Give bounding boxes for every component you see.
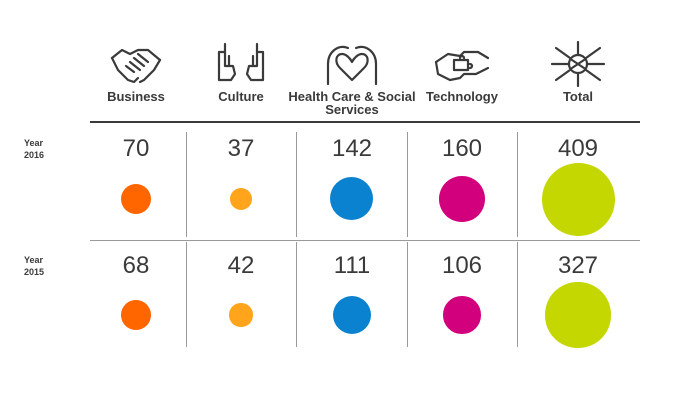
value-dot <box>120 183 152 215</box>
category-label: Culture <box>218 89 264 104</box>
value-label: 70 <box>122 135 150 162</box>
stacked-hands-icon <box>550 40 606 88</box>
value-label: 327 <box>557 252 599 279</box>
value-label: 409 <box>557 135 599 162</box>
row-label: Year 2015 <box>24 255 45 277</box>
row-label: Year 2016 <box>24 138 45 160</box>
column-separator <box>186 242 187 347</box>
header-rule <box>90 121 640 123</box>
hands-frame-icon <box>213 40 269 88</box>
value-dot <box>332 295 371 334</box>
value-label: 142 <box>331 135 373 162</box>
value-label: 160 <box>441 135 483 162</box>
category-label: Health Care & Social Services <box>288 89 416 117</box>
puzzle-hands-icon <box>434 40 490 88</box>
column-separator <box>296 242 297 347</box>
row-separator <box>90 240 640 241</box>
value-dot <box>545 282 611 348</box>
category-label: Technology <box>426 89 498 104</box>
value-dot <box>121 300 151 330</box>
value-dot <box>229 303 253 327</box>
column-separator <box>407 242 408 347</box>
category-label: Total <box>562 89 594 104</box>
column-separator <box>407 132 408 237</box>
value-label: 37 <box>227 135 255 162</box>
value-dot <box>330 177 374 221</box>
value-label: 106 <box>441 252 483 279</box>
column-separator <box>186 132 187 237</box>
value-label: 42 <box>227 252 255 279</box>
value-dot <box>439 176 485 222</box>
value-dot <box>443 296 481 334</box>
hands-heart-icon <box>324 40 380 88</box>
column-separator <box>517 242 518 347</box>
handshake-icon <box>108 40 164 88</box>
value-dot <box>541 162 615 236</box>
value-dot <box>230 188 252 210</box>
value-label: 111 <box>333 252 371 279</box>
category-label: Business <box>107 89 165 104</box>
value-label: 68 <box>122 252 150 279</box>
column-separator <box>517 132 518 237</box>
column-separator <box>296 132 297 237</box>
